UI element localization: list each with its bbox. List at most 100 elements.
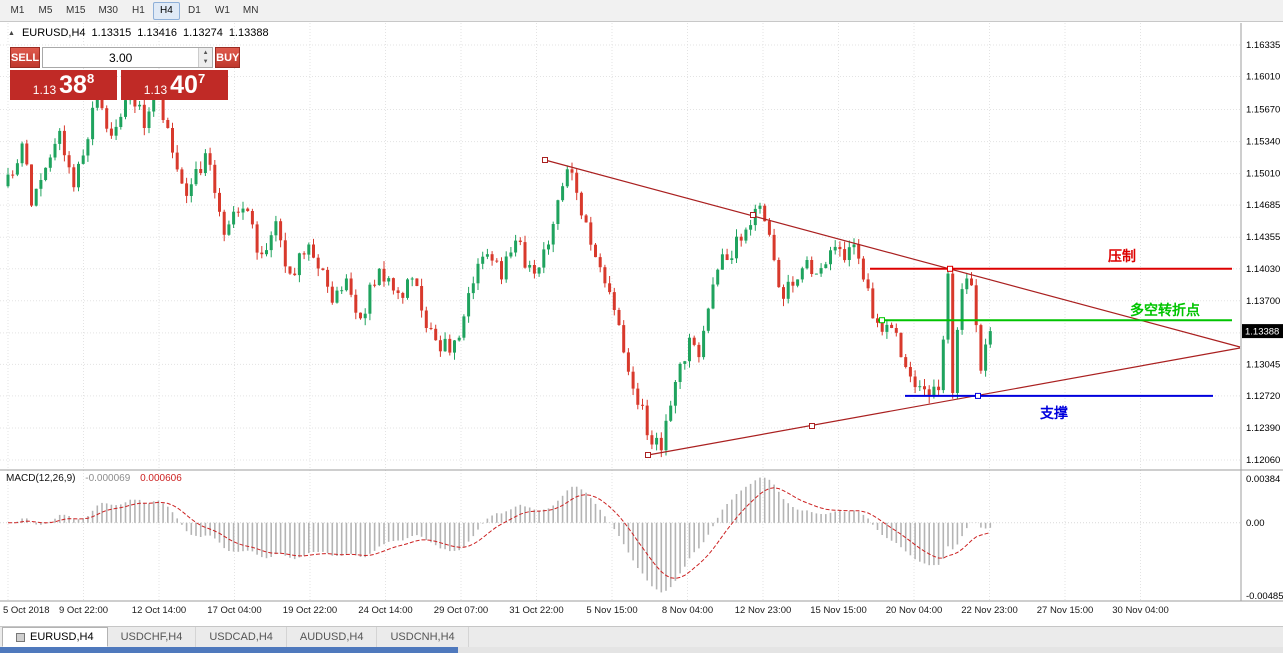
candle-body xyxy=(391,278,395,291)
candle-body xyxy=(988,331,992,345)
candle-body xyxy=(138,104,142,107)
price-axis-label: 1.12060 xyxy=(1246,455,1280,466)
price-axis-label: 1.14355 xyxy=(1246,232,1280,243)
chart-scrollbar[interactable] xyxy=(0,647,1283,653)
descending-trendline-handle[interactable] xyxy=(750,212,756,218)
candle-body xyxy=(923,386,926,390)
candle-body xyxy=(373,284,377,286)
time-axis-label: 22 Nov 23:00 xyxy=(961,605,1018,616)
timeframe-button-m30[interactable]: M30 xyxy=(92,2,123,20)
descending-trendline[interactable] xyxy=(544,159,1241,348)
sell-price-display[interactable]: 1.13 38 8 xyxy=(10,70,117,100)
buy-price-display[interactable]: 1.13 40 7 xyxy=(121,70,228,100)
ascending-trendline-handle[interactable] xyxy=(809,423,815,429)
collapse-chart-icon[interactable]: ▲ xyxy=(8,29,15,37)
candle-body xyxy=(326,269,330,287)
candle-body xyxy=(467,293,471,317)
support-label[interactable]: 支撑 xyxy=(1039,405,1068,421)
candle-body xyxy=(612,292,616,310)
candle-body xyxy=(955,329,959,393)
chart-tab-label: USDCNH,H4 xyxy=(390,631,455,643)
candle-body xyxy=(232,211,236,225)
candle-body xyxy=(547,244,550,250)
volume-up-icon[interactable]: ▲ xyxy=(199,48,213,58)
candle-body xyxy=(58,130,62,144)
price-axis-label: 1.15670 xyxy=(1246,105,1280,116)
candle-body xyxy=(476,263,480,284)
buy-button[interactable]: BUY xyxy=(215,47,241,68)
candle-body xyxy=(86,139,90,156)
resistance-label[interactable]: 压制 xyxy=(1108,248,1136,264)
candle-body xyxy=(485,254,489,257)
volume-box: ▲ ▼ xyxy=(42,47,214,68)
pivot-handle[interactable] xyxy=(879,317,885,324)
timeframe-button-m1[interactable]: M1 xyxy=(4,2,31,20)
chart-scrollbar-thumb[interactable] xyxy=(0,647,458,653)
support-handle[interactable] xyxy=(975,392,981,399)
descending-trendline-handle[interactable] xyxy=(542,157,548,163)
chart-symbol: EURUSD,H4 xyxy=(21,27,86,39)
candle-body xyxy=(72,167,76,188)
chart-tab-usdcad-h4[interactable]: USDCAD,H4 xyxy=(196,627,287,647)
candle-body xyxy=(551,224,555,245)
timeframe-button-h1[interactable]: H1 xyxy=(125,2,152,20)
candle-body xyxy=(655,437,659,445)
time-axis-label: 27 Nov 15:00 xyxy=(1036,605,1094,616)
candle-body xyxy=(720,254,724,270)
candle-body xyxy=(664,420,668,451)
candle-body xyxy=(894,328,898,333)
chart-tab-audusd-h4[interactable]: AUDUSD,H4 xyxy=(287,627,378,647)
sell-price-big: 38 xyxy=(59,71,87,99)
candle-body xyxy=(890,324,894,328)
time-axis-label: 17 Oct 04:00 xyxy=(207,605,262,616)
candle-body xyxy=(575,172,579,193)
timeframe-button-h4[interactable]: H4 xyxy=(152,1,180,20)
volume-down-icon[interactable]: ▼ xyxy=(199,57,213,67)
candle-body xyxy=(796,279,800,286)
candle-body xyxy=(250,211,254,225)
timeframe-toolbar: M1 M5 M15 M30 H1 H4 D1 W1 MN xyxy=(0,0,1283,22)
ohlc-close: 1.13388 xyxy=(228,27,269,39)
price-axis-label: 1.13700 xyxy=(1246,296,1280,307)
candle-body xyxy=(791,281,795,286)
timeframe-button-mn[interactable]: MN xyxy=(237,2,265,20)
chart-tab-eurusd-h4[interactable]: EURUSD,H4 xyxy=(2,627,108,647)
candle-body xyxy=(344,278,348,291)
candle-body xyxy=(406,279,409,298)
chart-tab-label: USDCHF,H4 xyxy=(120,631,183,643)
pivot-label[interactable]: 多空转折点 xyxy=(1130,302,1200,318)
candle-body xyxy=(95,95,99,108)
candle-body xyxy=(537,267,541,274)
chart-tab-usdcnh-h4[interactable]: USDCNH,H4 xyxy=(377,627,469,647)
sell-button[interactable]: SELL xyxy=(10,47,41,68)
resistance-handle[interactable] xyxy=(947,265,953,272)
candle-body xyxy=(532,265,536,274)
candle-body xyxy=(810,260,814,274)
candle-body xyxy=(678,363,682,382)
time-axis-label: 5 Nov 15:00 xyxy=(586,605,638,616)
candle-body xyxy=(829,250,832,265)
ascending-trendline[interactable] xyxy=(647,347,1241,456)
volume-stepper: ▲ ▼ xyxy=(198,48,213,67)
candle-body xyxy=(114,126,118,136)
candle-body xyxy=(185,183,189,196)
timeframe-button-w1[interactable]: W1 xyxy=(209,2,236,20)
timeframe-button-d1[interactable]: D1 xyxy=(181,2,208,20)
volume-input[interactable] xyxy=(43,48,199,67)
time-axis-label: 30 Nov 04:00 xyxy=(1112,605,1169,616)
candle-body xyxy=(330,286,334,303)
candle-body xyxy=(777,260,781,288)
candle-body xyxy=(589,222,593,245)
candle-body xyxy=(481,256,485,264)
candle-body xyxy=(518,240,522,242)
candle-body xyxy=(838,246,842,250)
timeframe-button-m5[interactable]: M5 xyxy=(32,2,59,20)
ascending-trendline-handle[interactable] xyxy=(645,452,651,458)
candle-body xyxy=(34,188,38,206)
chart-tab-usdchf-h4[interactable]: USDCHF,H4 xyxy=(108,627,197,647)
candle-body xyxy=(39,180,43,189)
timeframe-button-m15[interactable]: M15 xyxy=(60,2,91,20)
time-axis: 5 Oct 2018 9 Oct 22:00 12 Oct 14:00 17 Oct … xyxy=(0,605,1240,620)
